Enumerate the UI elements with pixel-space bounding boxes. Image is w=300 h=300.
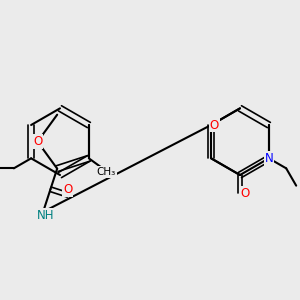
Text: CH₃: CH₃ bbox=[97, 167, 116, 177]
Text: O: O bbox=[210, 118, 219, 131]
Text: O: O bbox=[63, 183, 73, 196]
Text: NH: NH bbox=[37, 209, 54, 222]
Text: N: N bbox=[265, 152, 273, 165]
Text: O: O bbox=[240, 187, 250, 200]
Text: O: O bbox=[33, 135, 42, 148]
